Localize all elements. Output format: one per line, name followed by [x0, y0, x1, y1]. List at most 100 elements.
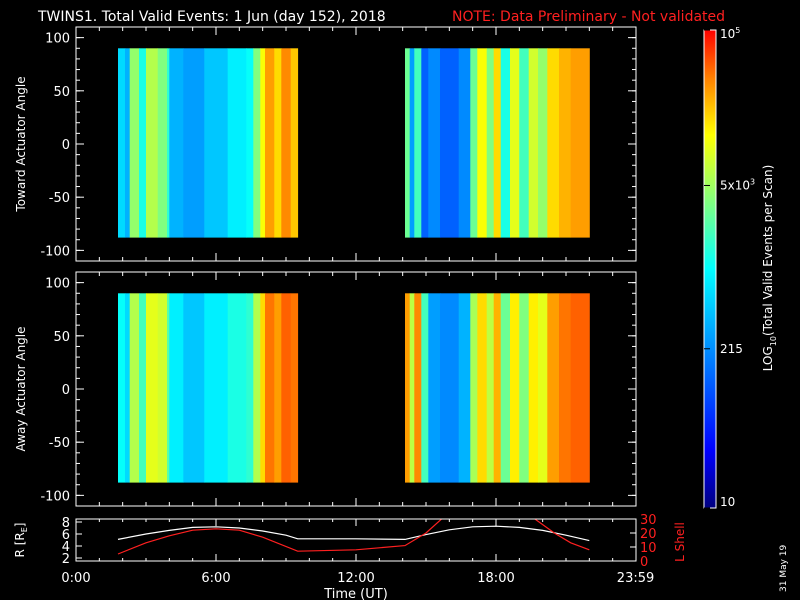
- colorbar-tick-label: 215: [720, 342, 743, 356]
- heatmap-cell: [547, 293, 560, 483]
- heatmap-cell: [183, 48, 205, 238]
- heatmap-cell: [183, 293, 205, 483]
- y-axis-label-left: R [RE]: [13, 523, 29, 558]
- heatmap-cell: [477, 293, 487, 483]
- heatmap-cell: [470, 48, 478, 238]
- y-tick-label-left: 4: [62, 540, 70, 555]
- y-tick-label: 0: [62, 138, 70, 153]
- heatmap-cell: [260, 48, 266, 238]
- colorbar-tick-label: 10: [720, 495, 735, 509]
- heatmap-cell: [125, 293, 131, 483]
- y-tick-label-left: 6: [62, 528, 70, 543]
- heatmap-cell: [118, 293, 126, 483]
- heatmap-cell: [246, 293, 254, 483]
- heatmap-cell: [500, 293, 511, 483]
- heatmap-cell: [157, 48, 168, 238]
- heatmap-cell: [169, 48, 184, 238]
- heatmap-cell: [274, 48, 282, 238]
- heatmap-cell: [139, 48, 147, 238]
- heatmap-cell: [204, 48, 228, 238]
- colorbar-tick-base: 215: [720, 342, 743, 356]
- heatmap-cell: [253, 48, 261, 238]
- radius-line: [117, 525, 590, 542]
- heatmap-cell: [227, 48, 247, 238]
- heatmap-cell: [440, 48, 460, 238]
- heatmap-cell: [486, 48, 495, 238]
- y-tick-label: -100: [40, 489, 70, 504]
- y-tick-label: -100: [40, 244, 70, 259]
- y-tick-label-right: 10: [640, 541, 657, 556]
- heatmap-cell: [519, 48, 529, 238]
- heatmap-cell: [414, 293, 422, 483]
- y-tick-label-left: 8: [62, 516, 70, 531]
- heatmap-cell: [146, 48, 159, 238]
- colorbar-tick-label: 105: [720, 26, 740, 41]
- heatmap-cell: [169, 293, 184, 483]
- y-axis-label: Away Actuator Angle: [14, 326, 28, 451]
- toward-angle-panel: 100 50 0 -50 -100 Toward Actuator Angle: [14, 26, 637, 262]
- colorbar-gradient: [703, 29, 717, 509]
- heatmap-cell: [167, 48, 170, 238]
- heatmap-cell: [265, 48, 275, 238]
- y-axis-label-left-end: ]: [13, 523, 27, 528]
- heatmap-cell: [486, 293, 495, 483]
- heatmap-cell: [458, 293, 471, 483]
- x-axis-label: Time (UT): [323, 587, 388, 600]
- colorbar-label-sub: 10: [769, 336, 778, 346]
- heatmap-cell: [265, 293, 275, 483]
- heatmap-cell: [510, 48, 520, 238]
- y-tick-label: -50: [49, 191, 70, 206]
- heatmap-cell: [458, 48, 471, 238]
- heatmap-cell: [477, 48, 487, 238]
- colorbar-tick-base: 5x10: [720, 178, 750, 192]
- heatmap-cell: [157, 293, 168, 483]
- heatmap-cell: [118, 48, 126, 238]
- heatmap-cell: [405, 293, 411, 483]
- heatmap-cell: [493, 48, 502, 238]
- heatmap-cell: [547, 48, 560, 238]
- y-tick-label-right: 0: [640, 555, 648, 570]
- colorbar-tick-exponent: 5: [735, 26, 740, 35]
- heatmap-cell: [409, 48, 415, 238]
- heatmap-cell: [146, 293, 159, 483]
- heatmap-cell: [274, 293, 282, 483]
- heatmap-cell: [204, 293, 228, 483]
- heatmap-cell: [129, 293, 140, 483]
- colorbar-label-log: LOG: [761, 346, 775, 371]
- y-tick-label: 100: [45, 277, 70, 292]
- y-tick-label-right: 20: [640, 527, 657, 542]
- y-tick-label: 50: [53, 85, 70, 100]
- heatmap-cell: [253, 293, 261, 483]
- heatmap-cell: [290, 48, 299, 238]
- heatmap-cell: [414, 48, 422, 238]
- heatmap-cell: [528, 293, 539, 483]
- preliminary-note: NOTE: Data Preliminary - Not validated: [452, 9, 725, 25]
- heatmap-cell: [570, 293, 590, 483]
- y-axis-label-left-main: R [R: [13, 532, 27, 557]
- y-tick-label: 50: [53, 330, 70, 345]
- colorbar-tick-base: 10: [720, 495, 735, 509]
- heatmap-cell: [167, 293, 170, 483]
- heatmap-cell: [129, 48, 140, 238]
- heatmap-cell: [227, 293, 247, 483]
- heatmap-cell: [538, 293, 548, 483]
- heatmap-cell: [281, 293, 291, 483]
- y-tick-label-left: 2: [62, 552, 70, 567]
- heatmap-cell: [260, 293, 266, 483]
- x-tick-label: 18:00: [477, 571, 514, 586]
- y-tick-label-right: 30: [640, 513, 657, 528]
- y-axis-label-left-sub: E: [20, 527, 29, 532]
- x-tick-label: 12:00: [337, 571, 374, 586]
- heatmap-cell: [493, 293, 502, 483]
- heatmap-cell: [409, 293, 415, 483]
- heatmap-cell: [528, 48, 539, 238]
- plot-title: TWINS1. Total Valid Events: 1 Jun (day 1…: [37, 9, 386, 25]
- l-shell-line: [117, 519, 590, 555]
- heatmap-cell: [510, 293, 520, 483]
- away-angle-panel: 100 50 0 -50 -100 Away Actuator Angle: [14, 271, 637, 507]
- colorbar-label: LOG10(Total Valid Events per Scan): [761, 165, 778, 372]
